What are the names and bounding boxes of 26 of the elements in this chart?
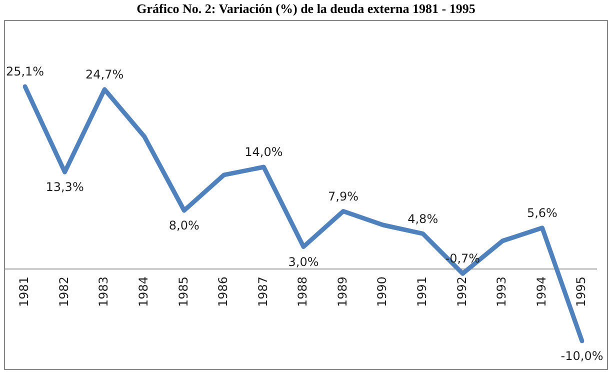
x-tick-label: 1984 — [136, 276, 150, 308]
x-tick-label: 1989 — [335, 276, 350, 308]
data-label: 8,0% — [168, 218, 200, 233]
x-tick-label: 1992 — [454, 276, 469, 308]
x-tick-label: 1988 — [296, 276, 310, 308]
data-label: 24,7% — [86, 68, 124, 82]
x-tick-label: 1982 — [56, 276, 71, 308]
x-tick-label: 1981 — [17, 276, 32, 308]
data-label: 14,0% — [244, 145, 283, 160]
x-tick-label: 1986 — [216, 276, 230, 308]
x-tick-label: 1985 — [176, 276, 190, 308]
data-label: 5,6% — [526, 206, 558, 220]
data-label: 3,0% — [288, 254, 319, 269]
data-label: 7,9% — [328, 189, 359, 204]
x-tick-label: 1993 — [494, 276, 509, 308]
x-tick-label: 1990 — [375, 276, 390, 308]
chart-title: Gráfico No. 2: Variación (%) de la deuda externa 1981 - 1995 — [136, 1, 476, 17]
data-label: 4,8% — [408, 212, 438, 226]
x-tick-label: 1987 — [256, 276, 270, 308]
data-label: -10,0% — [560, 349, 604, 364]
x-tick-label: 1995 — [574, 276, 588, 308]
x-tick-label: 1994 — [534, 276, 548, 308]
data-label: 13,3% — [46, 180, 84, 194]
x-tick-label: 1991 — [414, 276, 429, 308]
x-tick-label: 1983 — [96, 276, 111, 308]
data-label: 25,1% — [6, 64, 44, 79]
